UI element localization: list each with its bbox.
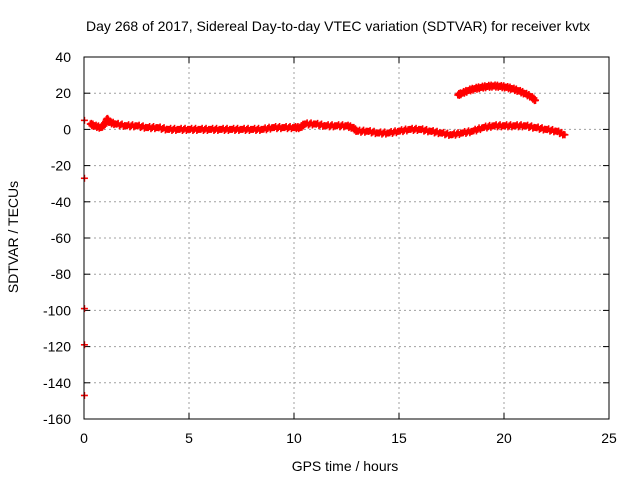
data-point <box>561 131 569 139</box>
y-tick-label: 40 <box>55 49 71 65</box>
x-tick-label: 0 <box>80 430 88 446</box>
x-tick-label: 10 <box>286 430 302 446</box>
y-axis-label: SDTVAR / TECUs <box>5 181 21 293</box>
data-points <box>80 81 569 399</box>
axis-ticks: 0 5 10 15 20 25 -160 -140 -120 -100 -80 -60 -40 -20 0 2… <box>43 49 617 446</box>
x-axis-label: GPS time / hours <box>292 458 399 474</box>
y-tick-label: -20 <box>51 158 71 174</box>
x-tick-label: 5 <box>185 430 193 446</box>
grid-lines <box>84 57 609 419</box>
y-tick-label: -60 <box>51 230 71 246</box>
plot-frame <box>83 56 610 420</box>
chart-title: Day 268 of 2017, Sidereal Day-to-day VTE… <box>86 18 590 34</box>
x-tick-label: 15 <box>391 430 407 446</box>
y-tick-label: -100 <box>43 302 71 318</box>
x-tick-label: 20 <box>496 430 512 446</box>
y-tick-label: 0 <box>63 121 71 137</box>
y-tick-label: -40 <box>51 194 71 210</box>
data-point <box>532 96 539 104</box>
y-tick-label: -160 <box>43 411 71 427</box>
y-tick-label: -140 <box>43 375 71 391</box>
y-tick-label: 20 <box>55 85 71 101</box>
y-tick-label: -80 <box>51 266 71 282</box>
x-tick-label: 25 <box>601 430 617 446</box>
y-tick-label: -120 <box>43 339 71 355</box>
